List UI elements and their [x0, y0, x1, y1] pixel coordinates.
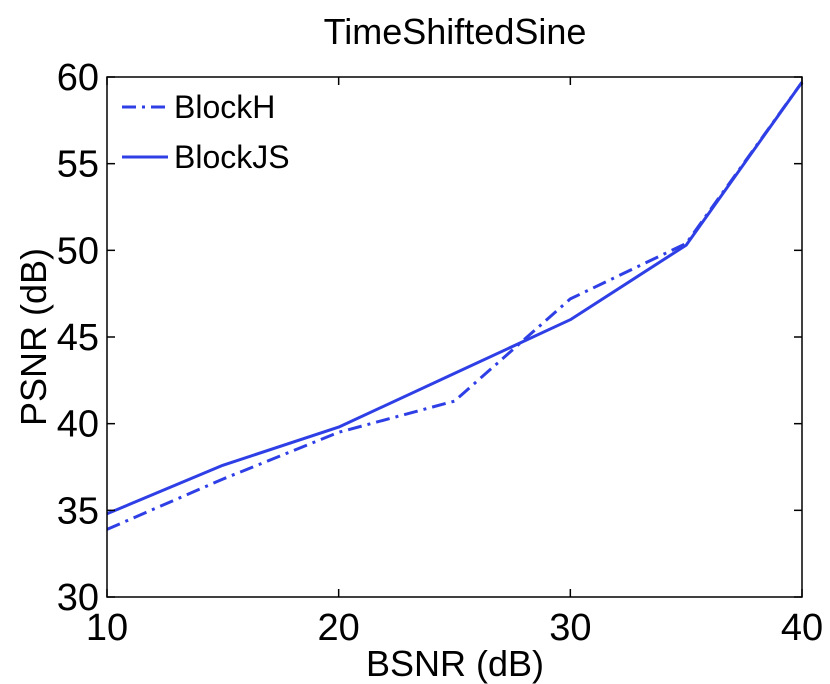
series-line-blockjs: [106, 81, 804, 516]
y-axis-label: PSNR (dB): [13, 248, 54, 426]
ticks-layer: 10 20 30 40 30 35 40 45 50 55 60: [57, 57, 823, 649]
x-tick-label: 20: [318, 607, 360, 649]
x-tick-label: 10: [86, 607, 128, 649]
legend-label-blockjs: BlockJS: [174, 139, 290, 175]
y-tick-label: 55: [57, 144, 99, 186]
legend-label-blockh: BlockH: [174, 89, 275, 125]
x-tick-label: 30: [549, 607, 591, 649]
y-tick-label: 30: [57, 577, 99, 619]
y-tick-label: 45: [57, 317, 99, 359]
series-line-blockh: [106, 81, 804, 531]
x-axis-label: BSNR (dB): [366, 643, 544, 684]
y-tick-label: 50: [57, 230, 99, 272]
plot-background: [107, 77, 802, 597]
chart-title: TimeShiftedSine: [324, 11, 587, 52]
plot-area: [107, 77, 802, 597]
series-layer: [106, 81, 804, 531]
y-tick-label: 35: [57, 490, 99, 532]
legend: BlockH BlockJS: [122, 89, 290, 175]
y-tick-label: 60: [57, 57, 99, 99]
x-tick-label: 40: [781, 607, 823, 649]
y-tick-label: 40: [57, 404, 99, 446]
